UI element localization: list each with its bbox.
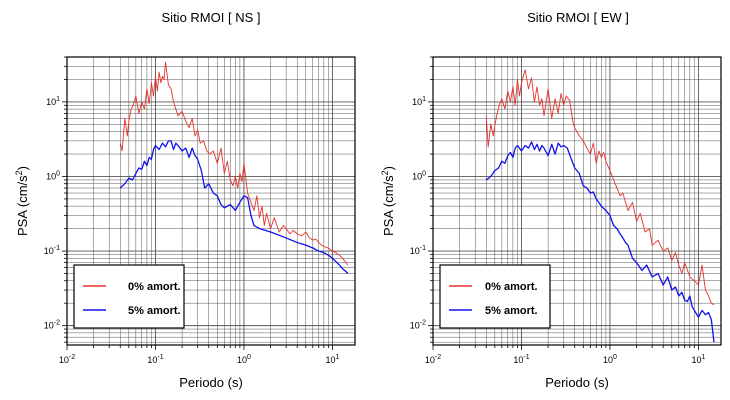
series-line-damped bbox=[119, 140, 349, 274]
legend-box bbox=[439, 264, 551, 329]
legend: 0% amort. 5% amort. bbox=[73, 264, 185, 329]
series-group bbox=[119, 61, 349, 274]
y-axis-label: PSA (cm/s2) bbox=[14, 166, 30, 236]
x-tick-label: 10-1 bbox=[513, 354, 529, 365]
chart-panel-ns: Sitio RMOI [ NS ] 10-2 10-1 100 101 10-2 10-1… bbox=[14, 10, 356, 390]
y-tick-label: 100 bbox=[412, 170, 426, 181]
x-tick-label: 10-1 bbox=[147, 354, 163, 365]
plot-frame bbox=[432, 56, 722, 346]
x-tick-label: 101 bbox=[691, 354, 705, 365]
series-line-damped bbox=[485, 141, 715, 343]
chart-title: Sitio RMOI [ EW ] bbox=[527, 10, 629, 25]
y-tick-label: 101 bbox=[46, 96, 60, 107]
y-tick-label: 101 bbox=[412, 96, 426, 107]
x-axis-label: Periodo (s) bbox=[545, 375, 609, 390]
legend-label-damped: 5% amort. bbox=[128, 305, 181, 317]
chart-panel-ew: Sitio RMOI [ EW ] 10-2 10-1 100 101 10-2 10-1… bbox=[380, 10, 722, 390]
x-tick-label: 101 bbox=[325, 354, 339, 365]
legend-label-undamped: 0% amort. bbox=[128, 281, 181, 293]
x-tick-label: 100 bbox=[603, 354, 617, 365]
legend-label-damped: 5% amort. bbox=[485, 305, 538, 317]
tick-labels: 10-2 10-1 100 101 10-2 10-1 100 101 bbox=[410, 96, 706, 365]
legend: 0% amort. 5% amort. bbox=[439, 264, 551, 329]
x-tick-label: 10-2 bbox=[425, 354, 441, 365]
legend-box bbox=[73, 264, 185, 329]
y-tick-label: 10-1 bbox=[410, 245, 426, 256]
series-group bbox=[485, 69, 715, 343]
plot-frame bbox=[66, 56, 356, 346]
series-line-undamped bbox=[485, 69, 715, 306]
y-tick-label: 100 bbox=[46, 170, 60, 181]
tick-labels: 10-2 10-1 100 101 10-2 10-1 100 101 bbox=[44, 96, 340, 365]
x-tick-label: 100 bbox=[237, 354, 251, 365]
y-tick-label: 10-1 bbox=[44, 245, 60, 256]
chart-title: Sitio RMOI [ NS ] bbox=[162, 10, 261, 25]
y-tick-label: 10-2 bbox=[410, 320, 426, 331]
y-tick-label: 10-2 bbox=[44, 320, 60, 331]
series-line-undamped bbox=[119, 61, 349, 266]
y-axis-label: PSA (cm/s2) bbox=[380, 166, 396, 236]
legend-label-undamped: 0% amort. bbox=[485, 281, 538, 293]
x-tick-label: 10-2 bbox=[59, 354, 75, 365]
x-axis-label: Periodo (s) bbox=[179, 375, 243, 390]
